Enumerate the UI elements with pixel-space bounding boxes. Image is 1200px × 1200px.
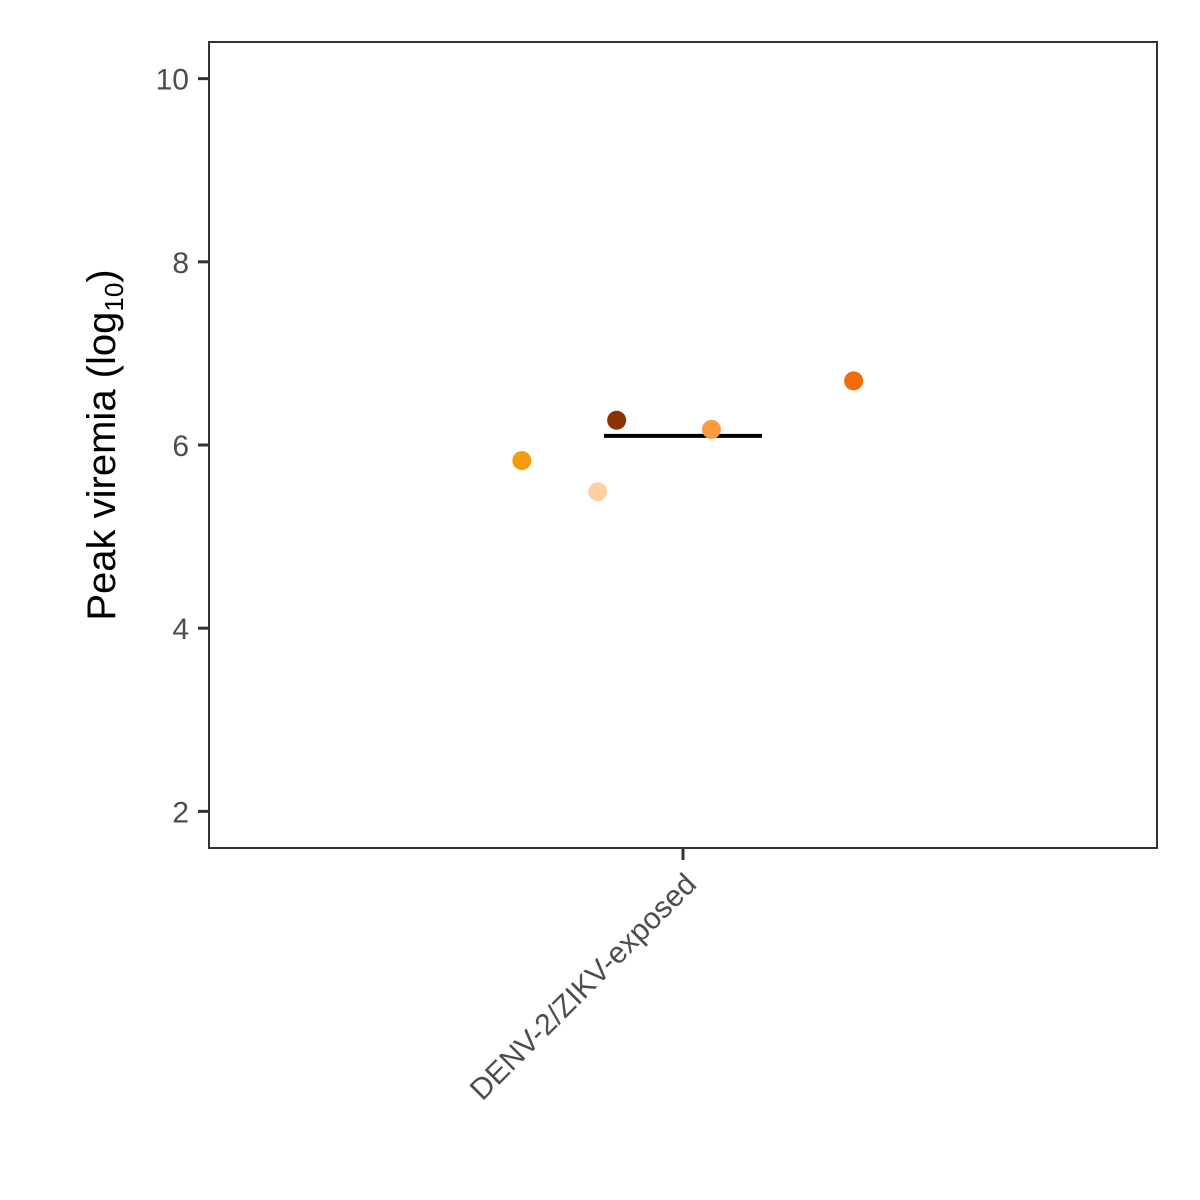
y-tick-label: 6 — [172, 430, 189, 463]
y-axis: 2 4 6 8 10 — [156, 64, 209, 829]
y-axis-title: Peak viremia (log10) — [80, 269, 129, 620]
data-point — [607, 410, 627, 430]
data-point — [701, 419, 721, 439]
y-axis-title-main: Peak viremia (log — [80, 312, 124, 621]
x-axis: DENV-2/ZIKV-exposed — [464, 848, 703, 1107]
y-tick-label: 8 — [172, 247, 189, 280]
y-axis-title-suffix: ) — [80, 269, 124, 282]
panel-border — [208, 41, 1158, 849]
y-tick-label: 10 — [156, 64, 189, 97]
x-tick-label: DENV-2/ZIKV-exposed — [464, 868, 703, 1107]
y-tick-label: 2 — [172, 796, 189, 829]
y-axis-title-subscript: 10 — [99, 283, 129, 312]
plot-marks — [512, 371, 864, 502]
y-tick-label: 4 — [172, 613, 189, 646]
data-point — [588, 482, 608, 502]
data-point — [844, 371, 864, 391]
data-point — [512, 451, 532, 471]
